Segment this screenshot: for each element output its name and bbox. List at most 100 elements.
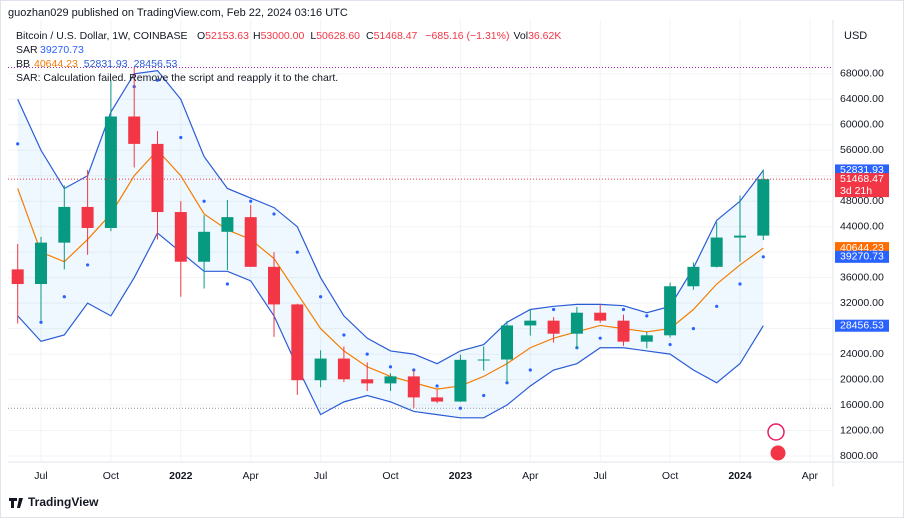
- y-tick-label: 68000.00: [840, 68, 884, 80]
- candle-body: [314, 358, 327, 381]
- candle-body: [710, 237, 723, 267]
- ohlc-label: C: [366, 30, 374, 42]
- y-tick-label: 16000.00: [840, 399, 884, 411]
- sar-dot: [272, 212, 276, 216]
- candle-body: [58, 206, 71, 243]
- y-tick-label: 8000.00: [840, 450, 878, 462]
- candle-body: [11, 269, 24, 285]
- currency-box: [836, 24, 892, 48]
- candle-body: [501, 325, 513, 360]
- y-tick-label: 48000.00: [840, 195, 884, 207]
- sar-dot: [715, 304, 719, 308]
- candle-body: [570, 312, 583, 334]
- change: −685.16 (−1.31%): [425, 30, 509, 42]
- sar-dot: [668, 342, 672, 347]
- ohlc-value: 53000.00: [261, 30, 305, 42]
- sar-dot: [179, 135, 183, 140]
- candle-body: [547, 320, 560, 334]
- y-tick-label: 32000.00: [840, 297, 884, 309]
- legend: Bitcoin / U.S. Dollar, 1W, COINBASE O 521…: [16, 30, 561, 70]
- price-badge: [835, 250, 889, 263]
- candle-body: [151, 143, 164, 213]
- plot: [8, 20, 833, 462]
- candle-body: [174, 212, 187, 262]
- candle-body: [407, 376, 420, 398]
- volume-label: Vol: [513, 30, 528, 42]
- x-tick-label: Oct: [662, 470, 678, 482]
- candle-body: [104, 116, 117, 228]
- sar-dot: [621, 307, 626, 312]
- y-tick-label: 44000.00: [840, 220, 884, 232]
- y-tick-label: 64000.00: [840, 93, 884, 105]
- price-badge: [835, 319, 889, 332]
- sar-dot: [155, 78, 160, 82]
- ohlc-value: 50628.60: [316, 30, 360, 42]
- price-badge-label: 28456.53: [840, 319, 884, 331]
- ohlc-label: L: [310, 30, 316, 42]
- sar-dot: [552, 307, 556, 312]
- sar-dot: [458, 406, 462, 410]
- ohlc-value: 51468.47: [374, 30, 418, 42]
- sar-dot: [62, 295, 66, 299]
- sar-dot: [505, 381, 509, 385]
- price-badge-label: 51468.47: [840, 173, 884, 185]
- countdown: 3d 21h: [840, 185, 872, 197]
- candle-body: [384, 376, 397, 384]
- candle-body: [361, 379, 374, 384]
- x-tick-label: 2024: [728, 470, 752, 482]
- x-tick-label: Apr: [802, 470, 819, 482]
- tv-logo: [9, 498, 23, 508]
- volume: 36.62K: [528, 30, 561, 42]
- symbol: Bitcoin / U.S. Dollar, 1W, COINBASE: [16, 30, 188, 42]
- ohlc-value: 52153.63: [205, 30, 249, 42]
- bb-value: 52831.93: [84, 58, 128, 70]
- candle-body: [337, 358, 350, 380]
- x-tick-label: Jul: [34, 470, 47, 482]
- sar-dot: [598, 336, 602, 340]
- y-tick-label: 12000.00: [840, 424, 884, 436]
- sar-value: 39270.73: [40, 44, 84, 56]
- ohlc-label: O: [197, 30, 205, 42]
- sar-dot: [365, 352, 369, 356]
- candle-body: [221, 217, 234, 232]
- candle-body: [128, 116, 141, 144]
- sar-label: SAR: [16, 44, 38, 56]
- bb-value: 40644.23: [34, 58, 78, 70]
- candle-body: [687, 266, 700, 287]
- footer-brand: TradingView: [28, 495, 99, 509]
- candle-body: [431, 397, 444, 402]
- candle-body: [454, 359, 467, 402]
- y-tick-label: 36000.00: [840, 271, 884, 283]
- sar-dot: [482, 393, 486, 398]
- x-tick-label: Jul: [593, 470, 606, 482]
- x-tick-label: Oct: [103, 470, 119, 482]
- candle-body: [640, 335, 653, 342]
- price-badge-label: 39270.73: [840, 251, 884, 263]
- y-tick-label: 20000.00: [840, 373, 884, 385]
- sar-dot: [295, 250, 299, 254]
- publisher: guozhan029 published on TradingView.com,…: [8, 7, 348, 19]
- sar-dot: [39, 320, 43, 324]
- x-tick-label: Jul: [314, 470, 327, 482]
- candle-body: [617, 320, 630, 342]
- sar-dot: [319, 295, 323, 299]
- event-icon[interactable]: [767, 423, 785, 441]
- flag-icon[interactable]: [769, 444, 787, 462]
- price-badge: [835, 173, 889, 198]
- x-tick-label: 2023: [449, 470, 473, 482]
- candle-body: [244, 217, 257, 267]
- bb-line: [17, 69, 764, 365]
- sar-dot: [225, 282, 229, 286]
- sar-dot: [691, 327, 696, 331]
- y-tick-label: 56000.00: [840, 144, 884, 156]
- plot-area: [8, 20, 833, 462]
- candle-body: [734, 235, 746, 238]
- sar-dot: [761, 255, 765, 259]
- sar-dot: [412, 368, 416, 372]
- x-tick-label: Oct: [382, 470, 398, 482]
- ohlc-label: H: [253, 30, 261, 42]
- sar-dot: [738, 282, 742, 286]
- x-tick-label: Apr: [522, 470, 539, 482]
- candle-body: [268, 266, 280, 305]
